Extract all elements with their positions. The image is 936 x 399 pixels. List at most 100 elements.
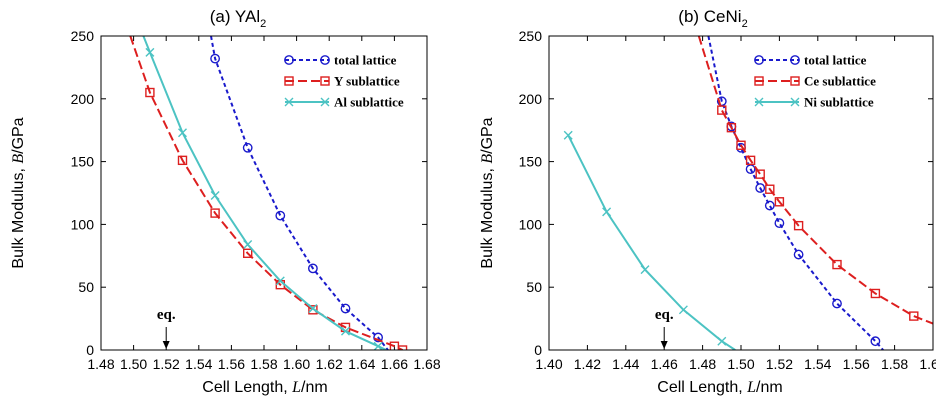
data-point-ni-sublattice [717,336,727,346]
panel-b-title: (b) CeNi2 [678,7,747,30]
x-tick-label: 1.64 [348,356,375,372]
data-point-total-lattice [242,142,253,153]
panel-b-eq-arrow-head [660,341,668,349]
panel-b-eq-label: eq. [655,307,674,323]
panel-a-legend: total lattice Y sublattice Al sublattice [284,53,404,110]
data-point-ce-sublattice [755,169,765,179]
data-point-ni-sublattice [640,265,650,275]
legend-label: Y sublattice [334,74,400,89]
y-tick-label: 150 [71,154,95,170]
x-tick-label: 1.58 [250,356,277,372]
data-point-al-sublattice [308,304,318,314]
legend-marker [754,76,764,86]
y-tick-label: 50 [526,279,542,295]
series-line-total-lattice [210,36,389,350]
legend-marker [790,97,800,107]
y-tick-label: 150 [519,154,543,170]
series-line-ni-sublattice [567,134,736,350]
panel-b: (b) CeNi2 Cell Length, L/nm Bulk Modulus… [479,7,936,396]
panel-a: (a) YAl2 Cell Length, L/nm Bulk Modulus,… [10,7,441,396]
panel-a-series [129,36,408,350]
data-point-y-sublattice [397,345,408,350]
data-point-al-sublattice [145,47,155,57]
data-point-al-sublattice [210,191,220,201]
data-point-total-lattice [210,53,221,64]
panel-a-eq-label: eq. [157,307,176,323]
data-point-al-sublattice [373,341,383,350]
data-point-y-sublattice [242,248,253,258]
series-clip-group [129,36,408,350]
x-tick-label: 1.54 [185,356,212,372]
y-tick-label: 250 [519,28,543,44]
legend-marker [284,55,294,65]
data-point-y-sublattice [145,87,155,98]
legend-marker [284,76,294,86]
x-tick-label: 1.50 [120,356,147,372]
legend-label: Ni sublattice [804,95,874,110]
panel-a-title: (a) YAl2 [210,7,267,30]
panel-b-y-axis-label: Bulk Modulus, B/GPa [479,117,496,268]
data-point-total-lattice [764,200,775,211]
data-point-al-sublattice [178,128,187,138]
series-line-total-lattice [707,36,884,350]
x-tick-label: 1.66 [381,356,408,372]
panel-a-y-axis-label: Bulk Modulus, B/GPa [10,117,27,268]
data-point-al-sublattice [243,240,253,249]
series-line-al-sublattice [142,36,387,350]
y-tick-label: 100 [519,216,543,232]
data-point-y-sublattice [210,208,220,218]
data-point-total-lattice [755,183,766,193]
data-point-total-lattice [340,303,351,314]
x-tick-label: 1.56 [218,356,245,372]
x-tick-label: 1.62 [316,356,343,372]
x-tick-label: 1.48 [689,356,716,372]
data-point-total-lattice [307,263,318,274]
panel-a-plot-frame [100,35,428,351]
series-line-ce-sublattice [697,36,933,325]
panel-b-x-axis-label: Cell Length, L/nm [657,379,782,396]
panel-b-series [563,36,933,350]
legend-label: total lattice [804,53,867,68]
y-tick-label: 100 [71,216,95,232]
series-clip-group [563,36,933,350]
panel-b-plot-frame [548,35,934,351]
data-point-ni-sublattice [563,130,573,140]
data-point-ce-sublattice [793,220,804,231]
legend-marker [320,55,330,65]
x-tick-label: 1.54 [804,356,831,372]
panel-b-ticks: 1.40 1.42 1.44 1.46 1.48 1.50 1.52 1.54 1.56 1.58… [519,28,936,372]
data-point-total-lattice [793,249,804,260]
data-point-al-sublattice [275,276,285,286]
data-point-ce-sublattice [909,311,919,321]
legend-label: Al sublattice [334,95,404,110]
y-tick-label: 200 [519,91,543,107]
legend-marker [320,76,330,86]
x-tick-label: 1.58 [881,356,908,372]
x-tick-label: 1.56 [843,356,870,372]
data-point-y-sublattice [177,155,188,166]
data-point-ce-sublattice [736,140,746,150]
x-tick-label: 1.52 [153,356,180,372]
legend-marker [754,55,764,65]
data-point-ni-sublattice [678,305,688,315]
data-point-ce-sublattice [870,288,881,299]
x-tick-label: 1.60 [283,356,310,372]
series-line-y-sublattice [129,36,404,350]
y-tick-label: 200 [71,91,95,107]
x-tick-label: 1.40 [535,356,562,372]
panel-a-eq-arrow-head [162,341,170,349]
y-tick-label: 250 [71,28,95,44]
data-point-ce-sublattice [774,197,785,207]
data-point-total-lattice [774,218,785,229]
data-point-ce-sublattice [765,184,775,194]
x-tick-label: 1.42 [574,356,601,372]
panel-b-legend: total lattice Ce sublattice Ni sublattice [754,53,876,110]
x-tick-label: 1.68 [413,356,440,372]
legend-marker [790,55,800,65]
legend-marker [284,97,294,107]
data-point-total-lattice [870,336,881,347]
x-tick-label: 1.46 [651,356,678,372]
panel-a-annotation: eq. [157,307,176,349]
y-tick-label: 50 [78,279,94,295]
